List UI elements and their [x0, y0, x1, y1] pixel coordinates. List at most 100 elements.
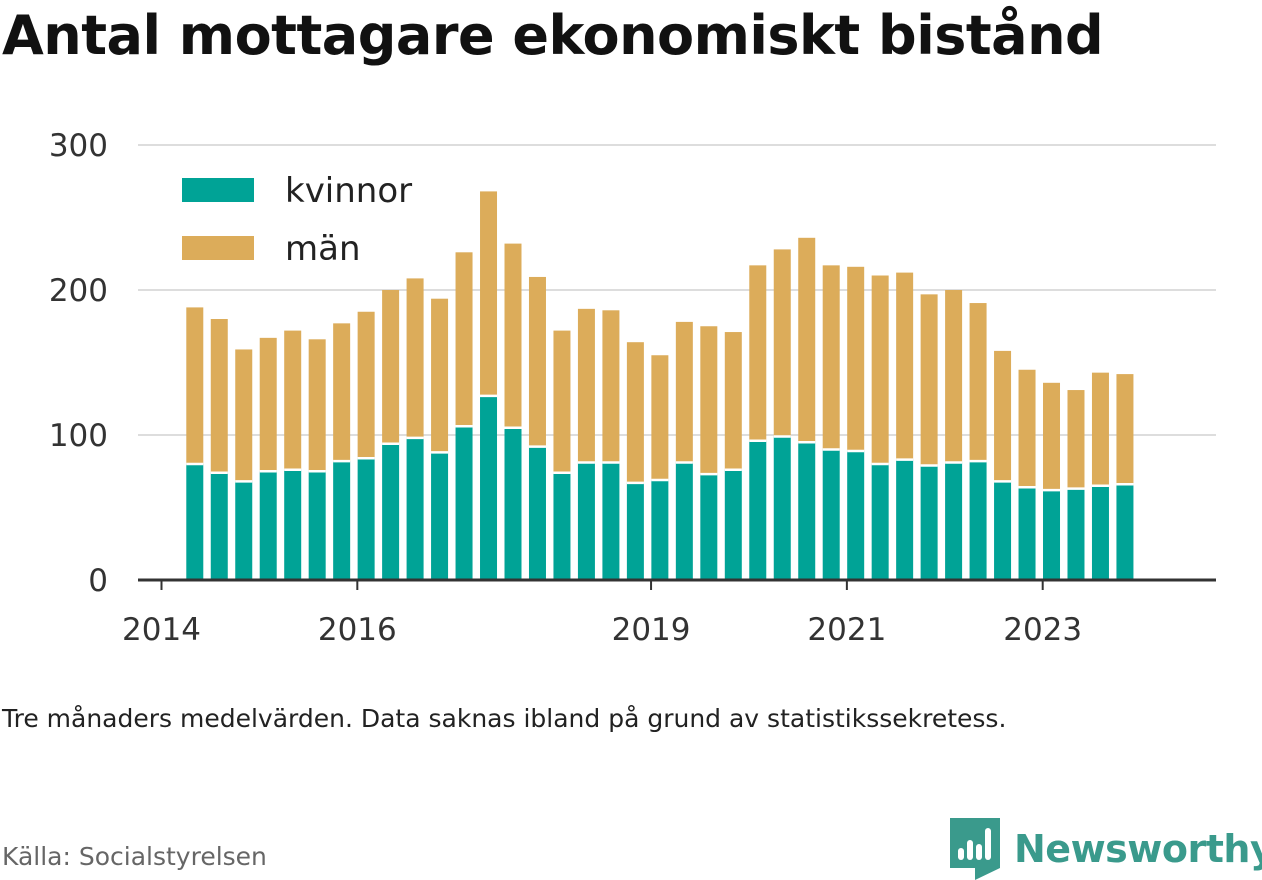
- bar-man-1: [210, 319, 228, 473]
- bar-kvinnor-20: [675, 462, 693, 580]
- bar-kvinnor-37: [1091, 485, 1109, 580]
- source-label: Källa: Socialstyrelsen: [2, 842, 267, 871]
- bar-kvinnor-1: [210, 472, 228, 580]
- newsworthy-logo-icon: [950, 818, 1000, 880]
- bar-man-13: [504, 243, 522, 428]
- bar-kvinnor-8: [382, 443, 400, 580]
- bar-kvinnor-5: [308, 471, 326, 580]
- bar-man-25: [798, 237, 816, 443]
- bar-kvinnor-35: [1043, 490, 1061, 580]
- bar-man-21: [700, 326, 718, 475]
- bar-kvinnor-32: [969, 461, 987, 580]
- bar-man-38: [1116, 374, 1134, 485]
- bar-kvinnor-33: [994, 481, 1012, 580]
- bar-kvinnor-7: [357, 458, 375, 580]
- bar-man-4: [284, 330, 302, 470]
- legend: kvinnor män: [182, 171, 412, 269]
- bar-kvinnor-0: [186, 464, 204, 580]
- bar-man-34: [1018, 369, 1036, 488]
- bar-man-20: [675, 321, 693, 463]
- bar-kvinnor-11: [455, 426, 473, 580]
- bar-kvinnor-25: [798, 442, 816, 580]
- brand-logo: Newsworthy: [950, 818, 1262, 880]
- y-tick-label: 0: [88, 563, 108, 599]
- legend-label-man: män: [285, 229, 361, 269]
- bar-kvinnor-18: [626, 482, 644, 580]
- bar-man-26: [822, 265, 840, 450]
- x-axis: 2014 2016 2019 2021 2023: [122, 578, 1216, 648]
- bar-kvinnor-4: [284, 469, 302, 580]
- bar-kvinnor-17: [602, 462, 620, 580]
- bar-kvinnor-27: [847, 450, 865, 580]
- bar-man-30: [920, 294, 938, 466]
- y-axis-labels: 0 100 200 300: [49, 128, 108, 599]
- bar-man-14: [528, 276, 546, 447]
- legend-swatch-kvinnor: [182, 178, 254, 202]
- bar-man-2: [235, 349, 253, 482]
- bar-kvinnor-15: [553, 472, 571, 580]
- brand-name: Newsworthy: [1014, 827, 1262, 871]
- stacked-bar-chart: 0 100 200 300 2014 2016 2019 2021 2023 kvinnor m…: [49, 128, 1216, 648]
- bar-man-11: [455, 252, 473, 427]
- bar-kvinnor-29: [896, 459, 914, 580]
- y-tick-label: 300: [49, 128, 108, 164]
- bar-man-15: [553, 330, 571, 473]
- bar-kvinnor-19: [651, 479, 669, 580]
- bar-man-24: [773, 249, 791, 437]
- chart-note: Tre månaders medelvärden. Data saknas ib…: [2, 704, 1007, 733]
- bar-kvinnor-6: [333, 461, 351, 580]
- bar-kvinnor-30: [920, 465, 938, 580]
- bar-man-5: [308, 339, 326, 472]
- bar-kvinnor-10: [431, 452, 449, 580]
- bar-man-28: [871, 275, 889, 464]
- bar-man-31: [945, 290, 963, 463]
- bar-man-33: [994, 350, 1012, 482]
- bar-man-12: [480, 191, 498, 396]
- bar-kvinnor-12: [480, 395, 498, 580]
- bar-kvinnor-28: [871, 464, 889, 580]
- bars: [186, 191, 1134, 580]
- bar-man-17: [602, 310, 620, 463]
- bar-kvinnor-13: [504, 427, 522, 580]
- legend-swatch-man: [182, 236, 254, 260]
- bar-man-35: [1043, 382, 1061, 491]
- bar-kvinnor-38: [1116, 484, 1134, 580]
- bar-kvinnor-31: [945, 462, 963, 580]
- y-tick-label: 100: [49, 418, 108, 454]
- bar-kvinnor-21: [700, 474, 718, 580]
- x-tick-label: 2016: [318, 612, 397, 648]
- bar-kvinnor-23: [749, 440, 767, 580]
- bar-kvinnor-2: [235, 481, 253, 580]
- bar-kvinnor-3: [259, 471, 277, 580]
- bar-man-23: [749, 265, 767, 441]
- bar-man-8: [382, 290, 400, 444]
- x-tick-label: 2019: [612, 612, 691, 648]
- bar-kvinnor-9: [406, 437, 424, 580]
- bar-man-27: [847, 266, 865, 451]
- bar-man-32: [969, 303, 987, 462]
- bar-man-3: [259, 337, 277, 472]
- bar-kvinnor-22: [724, 469, 742, 580]
- legend-label-kvinnor: kvinnor: [285, 171, 412, 211]
- chart-title: Antal mottagare ekonomiskt bistånd: [2, 4, 1104, 67]
- bar-man-9: [406, 278, 424, 438]
- y-tick-label: 200: [49, 273, 108, 309]
- bar-man-7: [357, 311, 375, 459]
- bar-man-0: [186, 307, 204, 464]
- bar-man-19: [651, 355, 669, 480]
- bar-man-37: [1091, 372, 1109, 486]
- x-tick-label: 2021: [807, 612, 886, 648]
- bar-man-22: [724, 332, 742, 470]
- bar-man-6: [333, 323, 351, 462]
- x-tick-label: 2014: [122, 612, 201, 648]
- bar-kvinnor-16: [577, 462, 595, 580]
- bar-kvinnor-36: [1067, 488, 1085, 580]
- bar-man-29: [896, 272, 914, 460]
- bar-kvinnor-26: [822, 449, 840, 580]
- x-tick-label: 2023: [1003, 612, 1082, 648]
- bar-kvinnor-24: [773, 436, 791, 580]
- bar-kvinnor-14: [528, 446, 546, 580]
- bar-man-36: [1067, 390, 1085, 489]
- bar-kvinnor-34: [1018, 487, 1036, 580]
- bar-man-18: [626, 342, 644, 483]
